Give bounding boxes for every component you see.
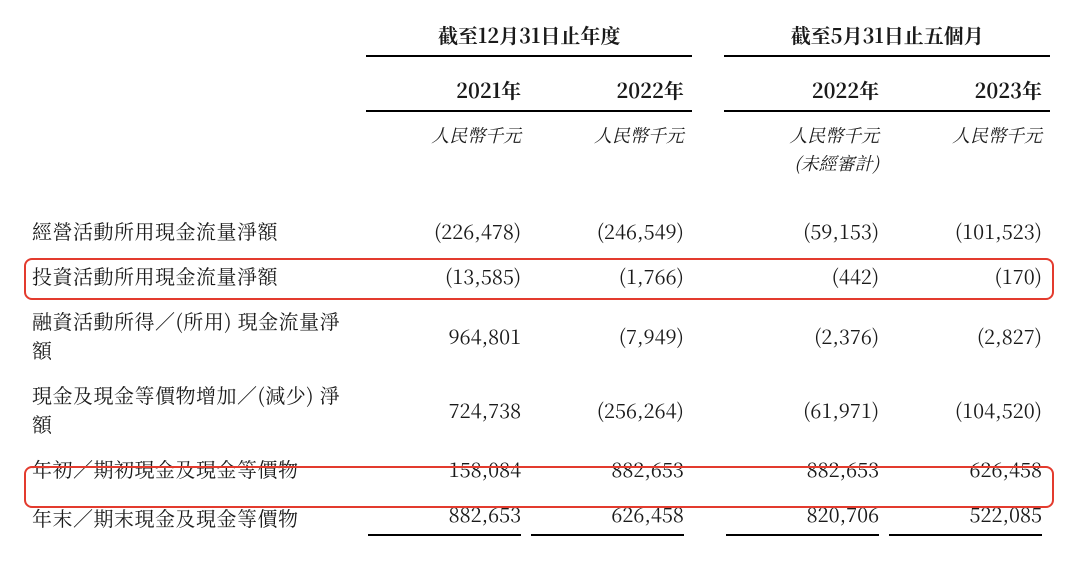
row-label: 現金及現金等價物增加／(減少) 淨額 <box>30 372 366 446</box>
unit-2: 人民幣千元 <box>724 112 887 148</box>
group-header-annual: 截至12月31日止年度 <box>366 20 692 55</box>
cell: 820,706 <box>724 491 887 544</box>
cell: 882,653 <box>724 446 887 491</box>
cell: (246,549) <box>529 208 692 253</box>
row-label: 融資活動所得／(所用) 現金流量淨額 <box>30 298 366 372</box>
cell: (104,520) <box>887 372 1050 446</box>
cell: (2,376) <box>724 298 887 372</box>
unaudited-row: (未經審計) <box>30 148 1050 190</box>
period-group-header: 截至12月31日止年度 截至5月31日止五個月 <box>30 20 1050 55</box>
cell: (13,585) <box>366 253 529 298</box>
cell: (1,766) <box>529 253 692 298</box>
row-label: 投資活動所用現金流量淨額 <box>30 253 366 298</box>
unit-row: 人民幣千元 人民幣千元 人民幣千元 人民幣千元 <box>30 112 1050 148</box>
cell: 724,738 <box>366 372 529 446</box>
cell: 964,801 <box>366 298 529 372</box>
cell: (59,153) <box>724 208 887 253</box>
year-col-1: 2022年 <box>529 57 692 110</box>
table-row: 年初／期初現金及現金等價物 158,084 882,653 882,653 62… <box>30 446 1050 491</box>
unaudited-label: (未經審計) <box>724 148 887 190</box>
cell: (2,827) <box>887 298 1050 372</box>
group-header-5month: 截至5月31日止五個月 <box>724 20 1050 55</box>
cell: (256,264) <box>529 372 692 446</box>
cell: (7,949) <box>529 298 692 372</box>
cell: (226,478) <box>366 208 529 253</box>
table-row: 經營活動所用現金流量淨額 (226,478) (246,549) (59,153… <box>30 208 1050 253</box>
cell: (170) <box>887 253 1050 298</box>
cashflow-table-wrap: 截至12月31日止年度 截至5月31日止五個月 2021年 2022年 2022… <box>30 20 1050 544</box>
row-label: 經營活動所用現金流量淨額 <box>30 208 366 253</box>
cell: 522,085 <box>887 491 1050 544</box>
cell: (61,971) <box>724 372 887 446</box>
table-row: 融資活動所得／(所用) 現金流量淨額 964,801 (7,949) (2,37… <box>30 298 1050 372</box>
table-row: 現金及現金等價物增加／(減少) 淨額 724,738 (256,264) (61… <box>30 372 1050 446</box>
cell: 626,458 <box>529 491 692 544</box>
row-label: 年初／期初現金及現金等價物 <box>30 446 366 491</box>
unit-0: 人民幣千元 <box>366 112 529 148</box>
cell: (101,523) <box>887 208 1050 253</box>
cell: 158,084 <box>366 446 529 491</box>
cell: 882,653 <box>529 446 692 491</box>
cell: 626,458 <box>887 446 1050 491</box>
year-col-0: 2021年 <box>366 57 529 110</box>
row-label: 年末／期末現金及現金等價物 <box>30 491 366 544</box>
table-row: 年末／期末現金及現金等價物 882,653 626,458 820,706 52… <box>30 491 1050 544</box>
cell: (442) <box>724 253 887 298</box>
cell: 882,653 <box>366 491 529 544</box>
year-col-3: 2023年 <box>887 57 1050 110</box>
cashflow-table: 截至12月31日止年度 截至5月31日止五個月 2021年 2022年 2022… <box>30 20 1050 544</box>
table-row: 投資活動所用現金流量淨額 (13,585) (1,766) (442) (170… <box>30 253 1050 298</box>
unit-1: 人民幣千元 <box>529 112 692 148</box>
unit-3: 人民幣千元 <box>887 112 1050 148</box>
year-col-2: 2022年 <box>724 57 887 110</box>
year-header-row: 2021年 2022年 2022年 2023年 <box>30 57 1050 110</box>
